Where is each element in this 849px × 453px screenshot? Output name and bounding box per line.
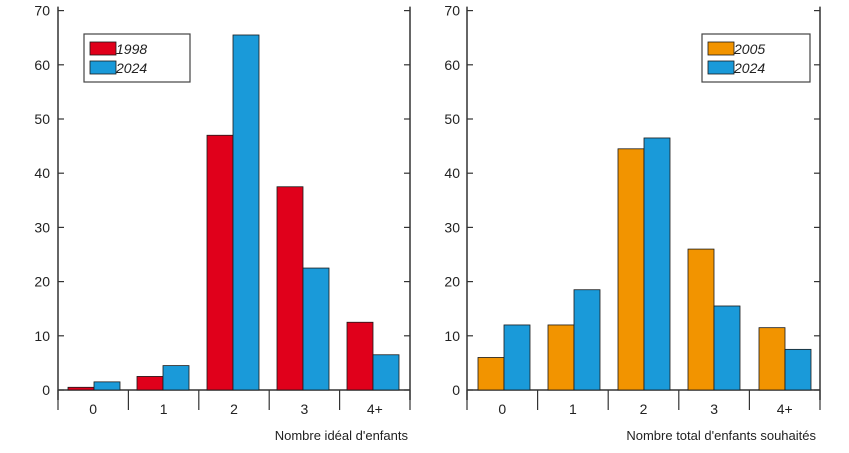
x-axis-label: Nombre idéal d'enfants bbox=[275, 428, 409, 443]
bar-2005-3 bbox=[687, 248, 715, 391]
chart-panel-1: 0 10 20 30 40 50 60 70 0 1 2 3 4+ Nombre idéal d'enfa… bbox=[34, 3, 411, 443]
bar-1998-4+ bbox=[346, 321, 374, 391]
y-tick-label: 40 bbox=[444, 165, 460, 181]
legend-label: 2024 bbox=[115, 60, 147, 76]
bar-2024-3 bbox=[713, 305, 741, 391]
legend-label: 2024 bbox=[733, 60, 765, 76]
y-tick-label: 60 bbox=[444, 57, 460, 73]
y-tick-label: 20 bbox=[444, 274, 460, 290]
bar-2024-1 bbox=[573, 289, 601, 391]
bar-2005-1 bbox=[547, 324, 575, 391]
legend: 1998 2024 bbox=[83, 33, 191, 83]
x-tick-label: 0 bbox=[89, 401, 97, 417]
y-tick-label: 70 bbox=[34, 3, 50, 19]
y-tick-label: 20 bbox=[34, 274, 50, 290]
bar-2005-2 bbox=[617, 148, 645, 391]
x-tick-label: 1 bbox=[569, 401, 577, 417]
legend-swatch bbox=[707, 41, 735, 56]
x-axis-label: Nombre total d'enfants souhaités bbox=[626, 428, 816, 443]
y-tick-label: 50 bbox=[444, 111, 460, 127]
x-tick-label: 1 bbox=[160, 401, 168, 417]
bar-1998-1 bbox=[136, 376, 164, 391]
legend-label: 2005 bbox=[733, 41, 765, 57]
y-tick-label: 70 bbox=[444, 3, 460, 19]
x-tick-label: 2 bbox=[230, 401, 238, 417]
x-tick-label: 3 bbox=[301, 401, 309, 417]
y-tick-label: 0 bbox=[42, 382, 50, 398]
bar-1998-2 bbox=[206, 134, 234, 391]
y-tick-label: 10 bbox=[444, 328, 460, 344]
chart-panel-2: 0 10 20 30 40 50 60 70 0 1 2 3 4+ Nombre total d'enfa… bbox=[444, 3, 821, 443]
x-tick-label: 4+ bbox=[777, 401, 793, 417]
bar-2005-0 bbox=[477, 357, 505, 391]
bar-2024-1 bbox=[162, 365, 190, 391]
y-tick-label: 60 bbox=[34, 57, 50, 73]
legend-label: 1998 bbox=[116, 41, 147, 57]
x-tick-label: 4+ bbox=[367, 401, 383, 417]
bar-2024-2 bbox=[232, 34, 260, 391]
x-tick-label: 0 bbox=[498, 401, 506, 417]
bar-2024-2 bbox=[643, 137, 671, 391]
bar-2024-0 bbox=[503, 324, 531, 391]
y-tick-label: 40 bbox=[34, 165, 50, 181]
bar-1998-0 bbox=[67, 386, 95, 391]
y-tick-label: 10 bbox=[34, 328, 50, 344]
y-tick-label: 0 bbox=[452, 382, 460, 398]
legend-swatch bbox=[707, 60, 735, 75]
bar-2024-4+ bbox=[784, 348, 812, 391]
bar-2005-4+ bbox=[758, 327, 786, 391]
bar-1998-3 bbox=[276, 186, 304, 391]
y-tick-label: 30 bbox=[34, 219, 50, 235]
legend: 2005 2024 bbox=[701, 33, 811, 83]
bar-2024-3 bbox=[302, 267, 330, 391]
y-tick-label: 50 bbox=[34, 111, 50, 127]
x-tick-label: 3 bbox=[710, 401, 718, 417]
legend-swatch bbox=[89, 41, 117, 56]
legend-swatch bbox=[89, 60, 117, 75]
bar-2024-4+ bbox=[372, 354, 400, 391]
bar-2024-0 bbox=[93, 381, 121, 391]
y-tick-label: 30 bbox=[444, 219, 460, 235]
x-tick-label: 2 bbox=[640, 401, 648, 417]
